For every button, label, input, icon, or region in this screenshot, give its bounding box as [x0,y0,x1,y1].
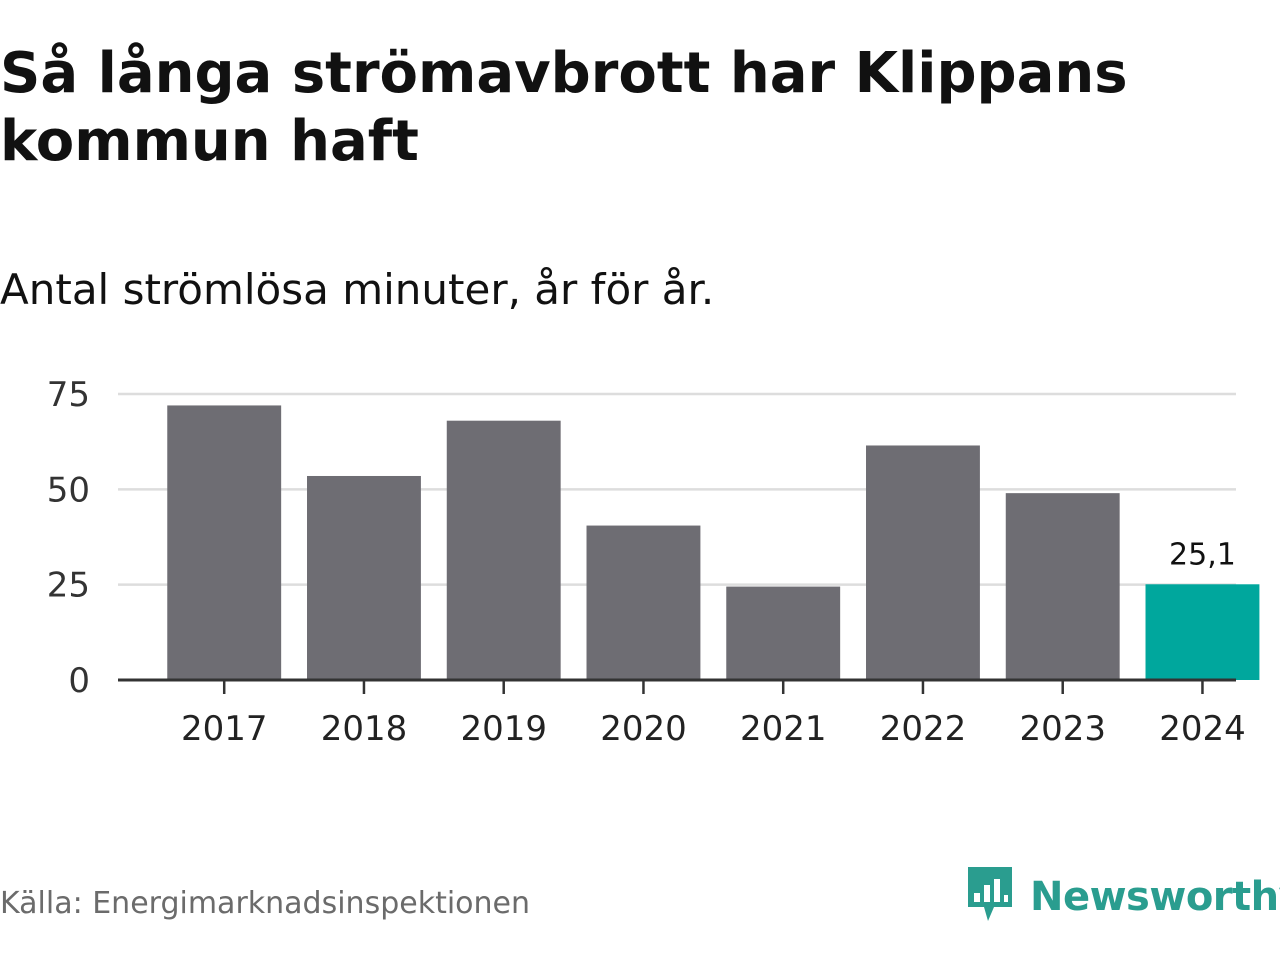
y-tick-label: 75 [47,375,90,415]
data-label: 25,1 [1169,537,1236,572]
chart-subtitle: Antal strömlösa minuter, år för år. [0,265,715,314]
x-tick-label: 2021 [740,709,827,749]
bar-2022 [866,445,980,680]
x-tick-label: 2024 [1159,709,1246,749]
bar-2018 [307,475,421,680]
chart-title: Så långa strömavbrott har Klippans kommu… [0,41,1128,174]
x-tick-label: 2022 [880,709,967,749]
newsworthy-logo-icon [964,865,1016,929]
bar-2021 [726,586,841,680]
bar-2017 [167,405,282,680]
x-tick-label: 2020 [600,709,687,749]
brand-logo: Newsworthy [964,862,1280,932]
bar-2020 [586,525,701,680]
y-tick-label: 50 [47,470,90,510]
x-tick-label: 2019 [460,709,547,749]
y-tick-label: 0 [68,661,90,701]
bar-2023 [1005,493,1120,680]
bar-2024 [1145,584,1260,680]
bar-2019 [446,420,561,680]
x-tick-label: 2018 [321,709,408,749]
brand-name: Newsworthy [1030,874,1280,920]
y-tick-label: 25 [47,566,90,606]
x-tick-label: 2017 [181,709,268,749]
bar-chart: 0 25 50 75 2017 2018 2019 2020 2021 2022 2023 2024 2… [47,375,1260,749]
x-tick-label: 2023 [1019,709,1106,749]
source-note: Källa: Energimarknadsinspektionen [0,886,531,921]
